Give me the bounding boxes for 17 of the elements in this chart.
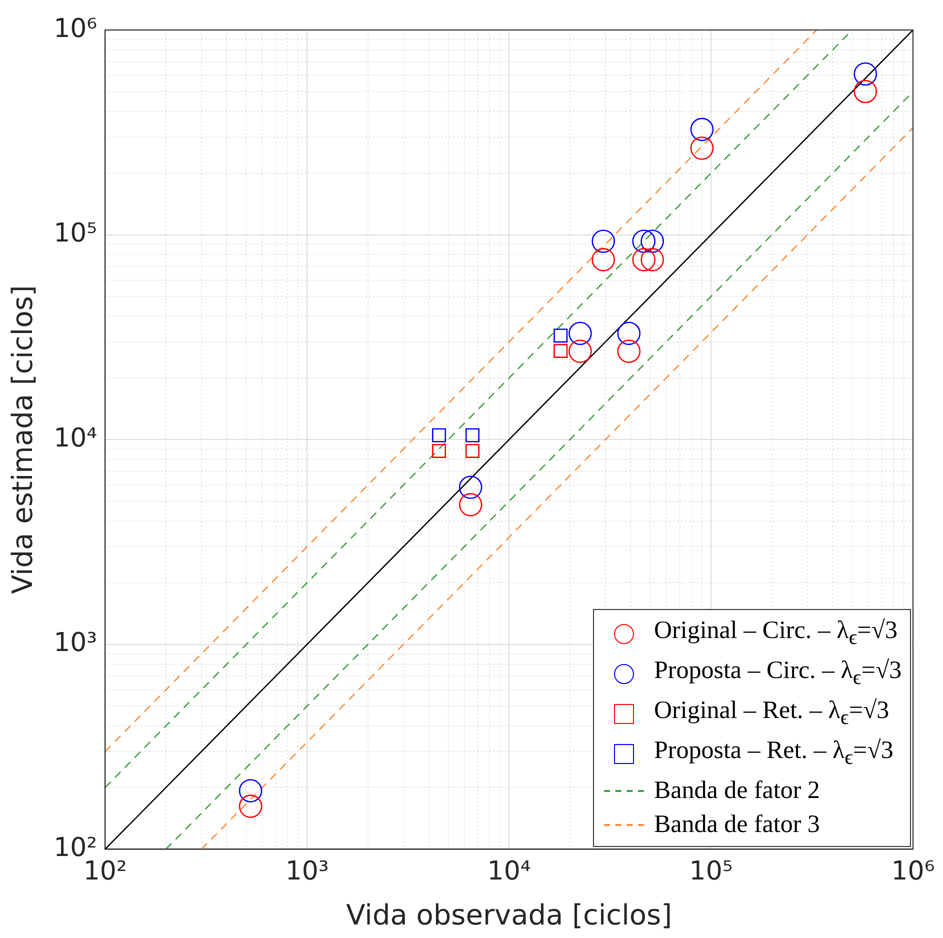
legend-label: Original – Ret. – λ$_{ϵ}$=√3 <box>654 696 890 732</box>
legend-label: Banda de fator 3 <box>654 810 820 840</box>
x-tick-label: 10⁴ <box>487 856 531 887</box>
legend-label: Original – Circ. – λ$_{ϵ}$=√3 <box>654 616 898 652</box>
x-axis-title: Vida observada [ciclos] <box>346 898 672 932</box>
y-tick-label: 10⁴ <box>54 423 98 454</box>
y-tick-label: 10⁶ <box>54 14 98 44</box>
y-axis-title: Vida estimada [ciclos] <box>6 285 40 594</box>
y-tick-label: 10³ <box>54 628 98 658</box>
legend-label: Proposta – Ret. – λ$_{ϵ}$=√3 <box>654 736 894 772</box>
y-tick-label: 10⁵ <box>54 218 98 249</box>
x-tick-label: 10² <box>83 856 127 887</box>
x-tick-label: 10³ <box>285 856 329 887</box>
legend-label: Banda de fator 2 <box>654 776 820 806</box>
legend-label: Proposta – Circ. – λ$_{ϵ}$=√3 <box>654 656 902 692</box>
x-tick-label: 10⁵ <box>689 856 733 887</box>
x-tick-label: 10⁶ <box>891 856 935 887</box>
